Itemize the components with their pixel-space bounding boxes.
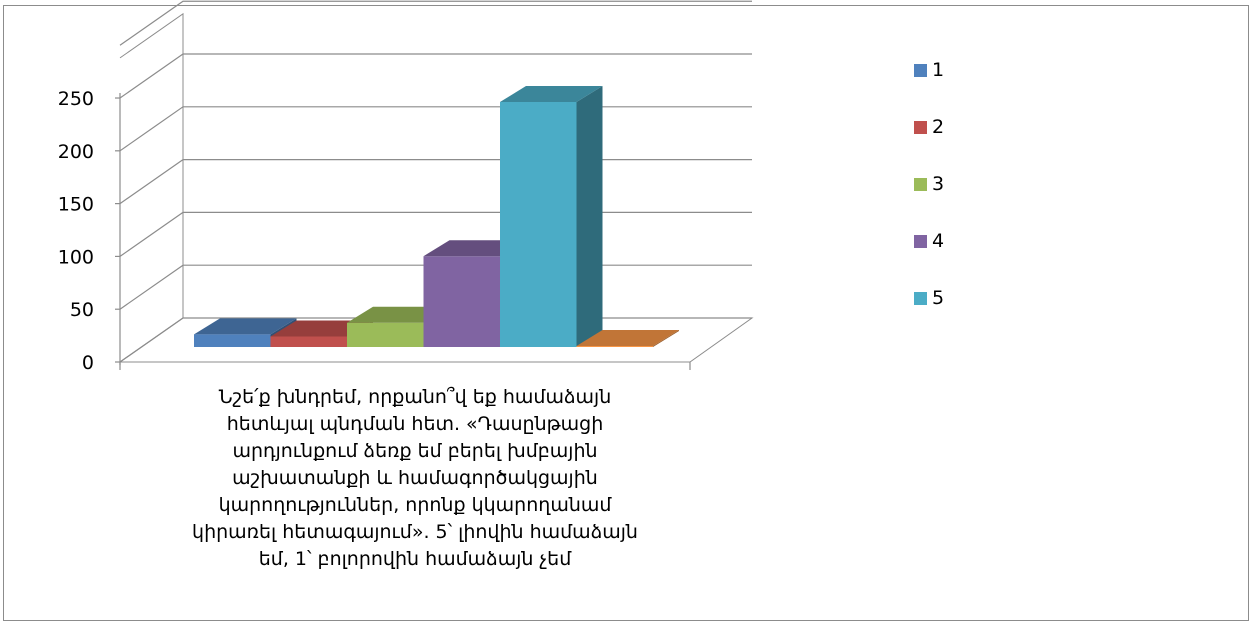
gridline xyxy=(119,159,752,205)
gridline xyxy=(119,0,752,46)
side-wall xyxy=(119,12,184,363)
bar-side xyxy=(576,86,603,348)
y-tick-label: 100 xyxy=(58,246,94,268)
legend-label: 4 xyxy=(932,230,945,252)
y-tick-label: 0 xyxy=(82,352,94,374)
bar-top xyxy=(194,318,297,335)
gridline xyxy=(119,53,752,99)
legend-label: 5 xyxy=(932,287,945,309)
y-tick-label: 150 xyxy=(58,194,94,216)
bar-front xyxy=(423,256,500,347)
legend-item-1: 1 xyxy=(914,58,944,82)
bar-front xyxy=(500,102,577,348)
bar-front xyxy=(347,322,424,347)
legend-item-5: 5 xyxy=(914,286,944,310)
y-axis xyxy=(115,93,691,370)
bar-top xyxy=(500,86,603,103)
legend-swatch xyxy=(914,234,927,248)
legend-swatch xyxy=(914,120,927,134)
legend-swatch xyxy=(914,291,927,305)
bars xyxy=(194,86,679,348)
chart-frame xyxy=(3,5,1249,621)
bar-front xyxy=(194,334,271,347)
bar-top xyxy=(576,329,679,346)
bar-front xyxy=(270,336,347,347)
y-tick-label: 250 xyxy=(58,88,94,110)
legend-item-2: 2 xyxy=(914,115,944,139)
bar-front xyxy=(576,345,653,347)
x-category-label: Նշե՛ք խնդրեմ, որքանո՞վ եք համաձայն հետևյ… xyxy=(192,386,638,570)
bar-extra xyxy=(576,329,679,347)
gridline xyxy=(119,106,752,152)
legend-swatch xyxy=(914,63,927,77)
legend-item-3: 3 xyxy=(914,172,944,196)
legend-label: 3 xyxy=(932,173,945,195)
y-tick-label: 200 xyxy=(58,141,94,163)
y-tick-labels: 0 50 100 150 200 250 xyxy=(58,88,94,374)
legend-item-4: 4 xyxy=(914,229,944,253)
legend-swatch xyxy=(914,177,927,191)
bar-5 xyxy=(500,86,603,348)
bar-side xyxy=(653,329,679,347)
y-tick-label: 50 xyxy=(70,299,94,321)
legend-label: 1 xyxy=(932,59,945,81)
legend-label: 2 xyxy=(932,116,945,138)
